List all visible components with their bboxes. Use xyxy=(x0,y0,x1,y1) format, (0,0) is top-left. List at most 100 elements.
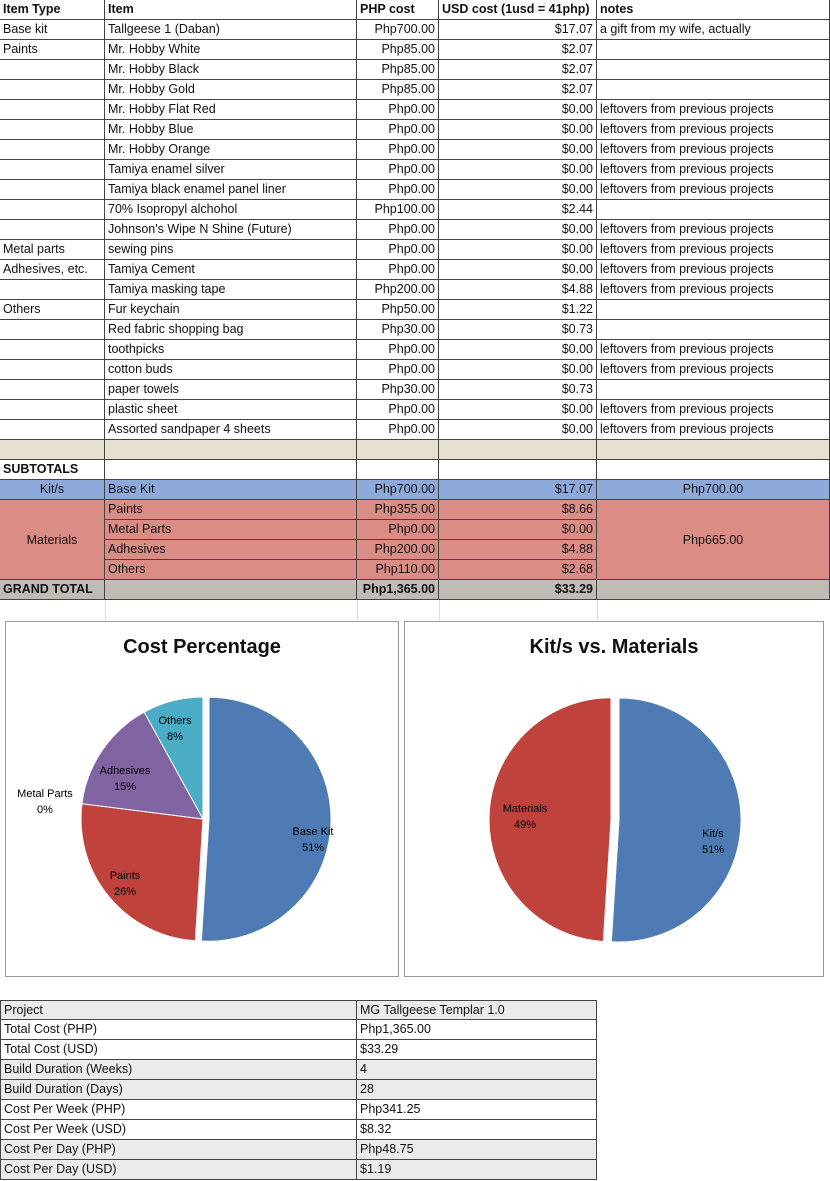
material-category-cell[interactable]: Adhesives xyxy=(105,540,357,560)
summary-label-cell[interactable]: Total Cost (USD) xyxy=(0,1040,357,1060)
empty-cell[interactable] xyxy=(105,440,357,460)
summary-label-cell[interactable]: Cost Per Day (PHP) xyxy=(0,1140,357,1160)
notes-cell[interactable]: a gift from my wife, actually xyxy=(597,20,830,40)
item-cell[interactable]: Tamiya black enamel panel liner xyxy=(105,180,357,200)
summary-label-cell[interactable]: Build Duration (Weeks) xyxy=(0,1060,357,1080)
material-usd-cell[interactable]: $8.66 xyxy=(439,500,597,520)
summary-label-cell[interactable]: Cost Per Day (USD) xyxy=(0,1160,357,1180)
notes-cell[interactable]: leftovers from previous projects xyxy=(597,160,830,180)
item-cell[interactable]: Johnson's Wipe N Shine (Future) xyxy=(105,220,357,240)
usd-cost-cell[interactable]: $0.00 xyxy=(439,220,597,240)
notes-cell[interactable]: leftovers from previous projects xyxy=(597,180,830,200)
item-cell[interactable]: Mr. Hobby Black xyxy=(105,60,357,80)
usd-cost-cell[interactable]: $2.07 xyxy=(439,40,597,60)
notes-cell[interactable] xyxy=(597,80,830,100)
item-type-cell[interactable] xyxy=(0,340,105,360)
item-type-cell[interactable] xyxy=(0,60,105,80)
usd-cost-cell[interactable]: $0.00 xyxy=(439,260,597,280)
item-cell[interactable]: paper towels xyxy=(105,380,357,400)
item-cell[interactable]: Assorted sandpaper 4 sheets xyxy=(105,420,357,440)
material-php-cell[interactable]: Php200.00 xyxy=(357,540,439,560)
php-cost-cell[interactable]: Php0.00 xyxy=(357,220,439,240)
item-type-cell[interactable] xyxy=(0,200,105,220)
summary-value-cell[interactable]: $33.29 xyxy=(357,1040,597,1060)
summary-value-cell[interactable]: $8.32 xyxy=(357,1120,597,1140)
php-cost-cell[interactable]: Php0.00 xyxy=(357,100,439,120)
item-cell[interactable]: plastic sheet xyxy=(105,400,357,420)
item-cell[interactable]: Tallgeese 1 (Daban) xyxy=(105,20,357,40)
column-header[interactable]: notes xyxy=(597,0,830,20)
item-type-cell[interactable]: Metal parts xyxy=(0,240,105,260)
summary-label-cell[interactable]: Cost Per Week (PHP) xyxy=(0,1100,357,1120)
item-type-cell[interactable] xyxy=(0,120,105,140)
subtotals-label[interactable]: SUBTOTALS xyxy=(0,460,105,480)
kit-group-cell[interactable]: Kit/s xyxy=(0,480,105,500)
material-category-cell[interactable]: Others xyxy=(105,560,357,580)
item-cell[interactable]: 70% Isopropyl alchohol xyxy=(105,200,357,220)
php-cost-cell[interactable]: Php0.00 xyxy=(357,260,439,280)
empty-cell[interactable] xyxy=(357,460,439,480)
notes-cell[interactable]: leftovers from previous projects xyxy=(597,260,830,280)
item-type-cell[interactable] xyxy=(0,320,105,340)
item-type-cell[interactable] xyxy=(0,140,105,160)
usd-cost-cell[interactable]: $0.00 xyxy=(439,180,597,200)
notes-cell[interactable]: leftovers from previous projects xyxy=(597,360,830,380)
usd-cost-cell[interactable]: $2.07 xyxy=(439,80,597,100)
pie-slice-materials[interactable] xyxy=(488,697,612,943)
php-cost-cell[interactable]: Php85.00 xyxy=(357,40,439,60)
kit-usd-cell[interactable]: $17.07 xyxy=(439,480,597,500)
material-category-cell[interactable]: Paints xyxy=(105,500,357,520)
grand-total-label[interactable]: GRAND TOTAL xyxy=(0,580,105,600)
summary-value-cell[interactable]: $1.19 xyxy=(357,1160,597,1180)
usd-cost-cell[interactable]: $1.22 xyxy=(439,300,597,320)
pie-slice-others[interactable] xyxy=(143,696,204,820)
notes-cell[interactable] xyxy=(597,40,830,60)
summary-label-cell[interactable]: Build Duration (Days) xyxy=(0,1080,357,1100)
notes-cell[interactable]: leftovers from previous projects xyxy=(597,100,830,120)
column-header[interactable]: PHP cost xyxy=(357,0,439,20)
notes-cell[interactable]: leftovers from previous projects xyxy=(597,420,830,440)
notes-cell[interactable] xyxy=(597,300,830,320)
php-cost-cell[interactable]: Php85.00 xyxy=(357,60,439,80)
php-cost-cell[interactable]: Php0.00 xyxy=(357,360,439,380)
summary-label-cell[interactable]: Total Cost (PHP) xyxy=(0,1020,357,1040)
item-cell[interactable]: Mr. Hobby Blue xyxy=(105,120,357,140)
kit-item-cell[interactable]: Base Kit xyxy=(105,480,357,500)
item-cell[interactable]: Tamiya Cement xyxy=(105,260,357,280)
item-type-cell[interactable] xyxy=(0,420,105,440)
notes-cell[interactable]: leftovers from previous projects xyxy=(597,120,830,140)
material-usd-cell[interactable]: $0.00 xyxy=(439,520,597,540)
empty-cell[interactable] xyxy=(597,580,830,600)
php-cost-cell[interactable]: Php0.00 xyxy=(357,420,439,440)
empty-cell[interactable] xyxy=(597,440,830,460)
empty-cell[interactable] xyxy=(439,460,597,480)
php-cost-cell[interactable]: Php700.00 xyxy=(357,20,439,40)
usd-cost-cell[interactable]: $0.00 xyxy=(439,420,597,440)
usd-cost-cell[interactable]: $4.88 xyxy=(439,280,597,300)
item-type-cell[interactable]: Adhesives, etc. xyxy=(0,260,105,280)
notes-cell[interactable] xyxy=(597,200,830,220)
summary-value-cell[interactable]: Php48.75 xyxy=(357,1140,597,1160)
item-cell[interactable]: Tamiya masking tape xyxy=(105,280,357,300)
kit-total-cell[interactable]: Php700.00 xyxy=(597,480,830,500)
material-php-cell[interactable]: Php110.00 xyxy=(357,560,439,580)
notes-cell[interactable] xyxy=(597,60,830,80)
empty-cell[interactable] xyxy=(105,580,357,600)
php-cost-cell[interactable]: Php100.00 xyxy=(357,200,439,220)
usd-cost-cell[interactable]: $0.00 xyxy=(439,240,597,260)
usd-cost-cell[interactable]: $2.44 xyxy=(439,200,597,220)
item-cell[interactable]: Tamiya enamel silver xyxy=(105,160,357,180)
item-type-cell[interactable] xyxy=(0,180,105,200)
column-header[interactable]: Item Type xyxy=(0,0,105,20)
notes-cell[interactable]: leftovers from previous projects xyxy=(597,400,830,420)
item-type-cell[interactable] xyxy=(0,400,105,420)
php-cost-cell[interactable]: Php50.00 xyxy=(357,300,439,320)
notes-cell[interactable]: leftovers from previous projects xyxy=(597,240,830,260)
php-cost-cell[interactable]: Php200.00 xyxy=(357,280,439,300)
php-cost-cell[interactable]: Php30.00 xyxy=(357,320,439,340)
item-type-cell[interactable] xyxy=(0,280,105,300)
material-category-cell[interactable]: Metal Parts xyxy=(105,520,357,540)
item-cell[interactable]: Fur keychain xyxy=(105,300,357,320)
pie-slice-base-kit[interactable] xyxy=(200,696,332,942)
item-cell[interactable]: sewing pins xyxy=(105,240,357,260)
